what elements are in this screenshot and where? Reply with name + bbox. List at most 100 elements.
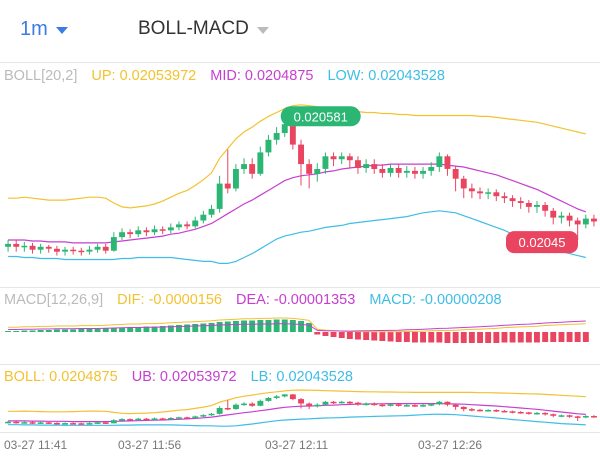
mini-candle bbox=[387, 404, 394, 406]
mini-candle bbox=[306, 403, 313, 406]
macd-histogram-bar bbox=[387, 332, 394, 342]
candle bbox=[501, 196, 508, 199]
candle bbox=[102, 246, 109, 251]
mini-candle bbox=[582, 416, 589, 418]
divider bbox=[0, 62, 600, 63]
macd-histogram-bar bbox=[322, 332, 329, 336]
lower-band-value: LOW: 0.02043528 bbox=[327, 68, 445, 84]
candle bbox=[249, 164, 256, 174]
mini-candle bbox=[363, 403, 370, 406]
mini-mid-band-line bbox=[8, 403, 586, 423]
candle bbox=[192, 220, 199, 227]
mini-candle bbox=[534, 412, 540, 415]
candle bbox=[94, 246, 101, 250]
x-tick-label: 03-27 11:41 bbox=[4, 438, 68, 452]
mini-candle bbox=[371, 403, 378, 406]
mini-candle bbox=[550, 414, 557, 416]
mini-candle bbox=[485, 410, 492, 412]
mini-candle bbox=[54, 422, 60, 425]
macd-histogram-bar bbox=[70, 329, 77, 332]
macd-histogram-bar bbox=[338, 332, 345, 338]
macd-value: MACD: -0.00000208 bbox=[369, 292, 502, 308]
mini-candle bbox=[13, 421, 20, 424]
boll-legend: BOLL: 0.0204875 UB: 0.02053972 LB: 0.020… bbox=[4, 369, 363, 385]
macd-histogram-bar bbox=[257, 320, 264, 332]
mini-candle bbox=[420, 405, 426, 407]
candle bbox=[395, 168, 402, 173]
macd-histogram-bar bbox=[224, 321, 231, 332]
macd-histogram-bar bbox=[233, 321, 239, 332]
macd-histogram-bar bbox=[428, 332, 435, 343]
interval-selector[interactable]: 1m bbox=[20, 18, 68, 41]
candle bbox=[574, 220, 581, 225]
mini-candle bbox=[346, 401, 353, 404]
mini-candle bbox=[167, 418, 174, 420]
mini-candle bbox=[379, 404, 386, 407]
macd-histogram-bar bbox=[13, 331, 20, 332]
candle bbox=[403, 170, 410, 173]
mini-candle bbox=[436, 401, 443, 405]
macd-histogram-bar bbox=[192, 324, 199, 332]
macd-histogram-bar bbox=[86, 329, 93, 332]
candle bbox=[70, 249, 77, 252]
macd-histogram-bar bbox=[395, 332, 402, 342]
macd-histogram-bar bbox=[289, 320, 296, 332]
candle bbox=[460, 178, 467, 189]
indicator-label: BOLL-MACD bbox=[138, 18, 249, 39]
macd-histogram-bar bbox=[525, 332, 532, 343]
macd-histogram-bar bbox=[363, 332, 370, 340]
macd-histogram-bar bbox=[281, 319, 288, 332]
mini-candle bbox=[574, 416, 581, 418]
mini-candle bbox=[70, 423, 77, 425]
x-tick-label: 03-27 11:56 bbox=[118, 438, 182, 452]
candle bbox=[151, 229, 158, 233]
candle bbox=[387, 168, 394, 173]
mini-candle bbox=[62, 423, 68, 425]
macd-histogram-bar bbox=[208, 323, 215, 332]
mini-candle bbox=[314, 404, 321, 407]
candle bbox=[176, 224, 182, 228]
mini-candle bbox=[493, 410, 500, 412]
indicator-selector[interactable]: BOLL-MACD bbox=[138, 18, 269, 40]
macd-histogram-bar bbox=[582, 332, 589, 342]
mini-candle bbox=[5, 421, 11, 424]
candle bbox=[346, 156, 353, 161]
candle bbox=[127, 232, 134, 235]
macd-histogram-bar bbox=[550, 332, 557, 342]
candle bbox=[379, 169, 386, 173]
macd-indicator-name: MACD[12,26,9] bbox=[4, 292, 104, 308]
mini-candle bbox=[94, 422, 101, 424]
macd-histogram-bar bbox=[249, 320, 256, 332]
chevron-down-icon bbox=[256, 26, 269, 34]
macd-histogram-bar bbox=[37, 330, 44, 332]
macd-histogram-bar bbox=[184, 324, 191, 332]
candle bbox=[428, 167, 435, 171]
dif-value: DIF: -0.0000156 bbox=[117, 292, 222, 308]
mini-candle bbox=[477, 409, 483, 412]
mini-candle bbox=[45, 422, 52, 424]
macd-histogram-bar bbox=[200, 323, 207, 332]
macd-histogram-bar bbox=[110, 328, 117, 332]
mini-candle bbox=[298, 399, 304, 404]
mini-lower-band-line bbox=[8, 413, 586, 427]
lower-band-line bbox=[8, 210, 586, 264]
macd-histogram-bar bbox=[273, 319, 280, 332]
candle bbox=[257, 152, 264, 174]
chevron-down-icon bbox=[55, 27, 68, 34]
mini-candle bbox=[102, 422, 109, 424]
mini-candle bbox=[452, 404, 459, 407]
macd-histogram-bar bbox=[102, 328, 109, 332]
mini-candle bbox=[509, 411, 516, 413]
mini-candle bbox=[127, 419, 134, 421]
macd-histogram-bar bbox=[167, 325, 174, 332]
boll-value: BOLL: 0.0204875 bbox=[4, 369, 118, 385]
mini-candle bbox=[322, 401, 329, 405]
mini-candle bbox=[273, 396, 280, 398]
mini-candle bbox=[233, 404, 239, 410]
dif-line bbox=[8, 317, 586, 333]
mini-candle bbox=[200, 415, 207, 417]
macd-histogram-bar bbox=[412, 332, 418, 343]
macd-histogram-bar bbox=[151, 326, 158, 332]
mini-candle bbox=[135, 418, 142, 421]
